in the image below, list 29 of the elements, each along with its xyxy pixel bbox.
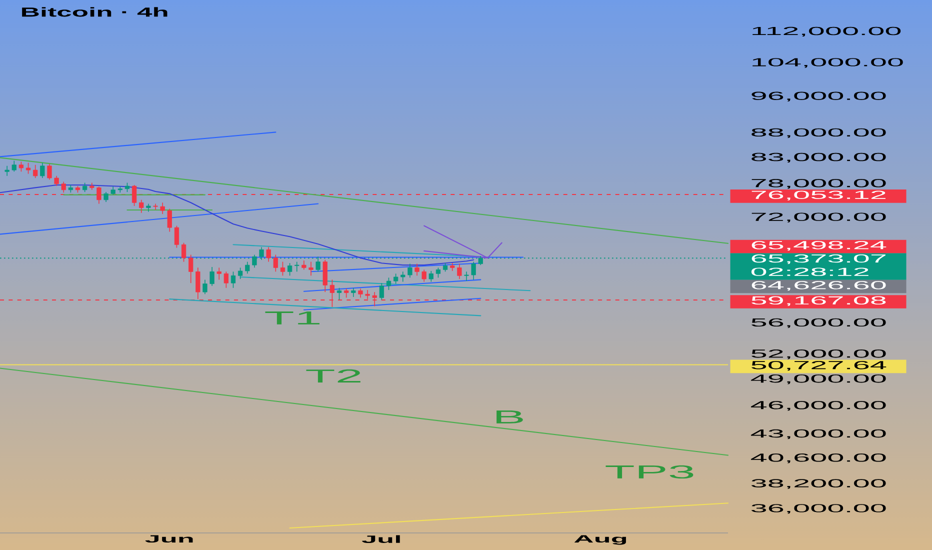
x-tick-label: Jun [145,535,193,543]
annotation: T2 [306,369,360,382]
annotation: T1 [265,312,320,324]
ref-line-label: 76,053.12 [752,190,886,200]
y-tick-label: 49,000.00 [750,374,886,384]
chart-title: Bitcoin · 4h [22,7,168,17]
x-tick-label: Jul [362,535,400,543]
y-tick-label: 36,000.00 [751,504,886,514]
ref-line-label: 65,373.07 02:28:12 [751,254,886,276]
y-tick-label: 43,000.00 [750,429,886,439]
y-tick-label: 40,600.00 [750,454,886,464]
y-tick-label: 96,000.00 [752,92,886,102]
y-tick-label: 83,000.00 [752,152,886,163]
y-tick-label: 56,000.00 [752,318,886,328]
annotation: TP3 [606,465,694,479]
text: 65,498.24 [752,241,886,251]
y-tick-label: 104,000.00 [752,58,903,68]
y-tick-label: 72,000.00 [752,212,886,222]
ref-line-label: 50,727.64 [752,361,886,371]
y-tick-label: 52,000.00 [752,349,886,360]
annotation: B [496,410,523,424]
y-tick-label: 46,000.00 [750,401,886,411]
y-tick-label: 78,000.00 [752,179,886,189]
y-tick-label: 112,000.00 [752,26,901,37]
y-tick-label: 88,000.00 [752,128,886,138]
x-tick-label: Aug [574,535,626,545]
y-tick-label: 38,200.00 [751,479,886,489]
ref-line-label: 59,167.08 [752,296,886,306]
text: 64,626.60 [752,281,886,291]
